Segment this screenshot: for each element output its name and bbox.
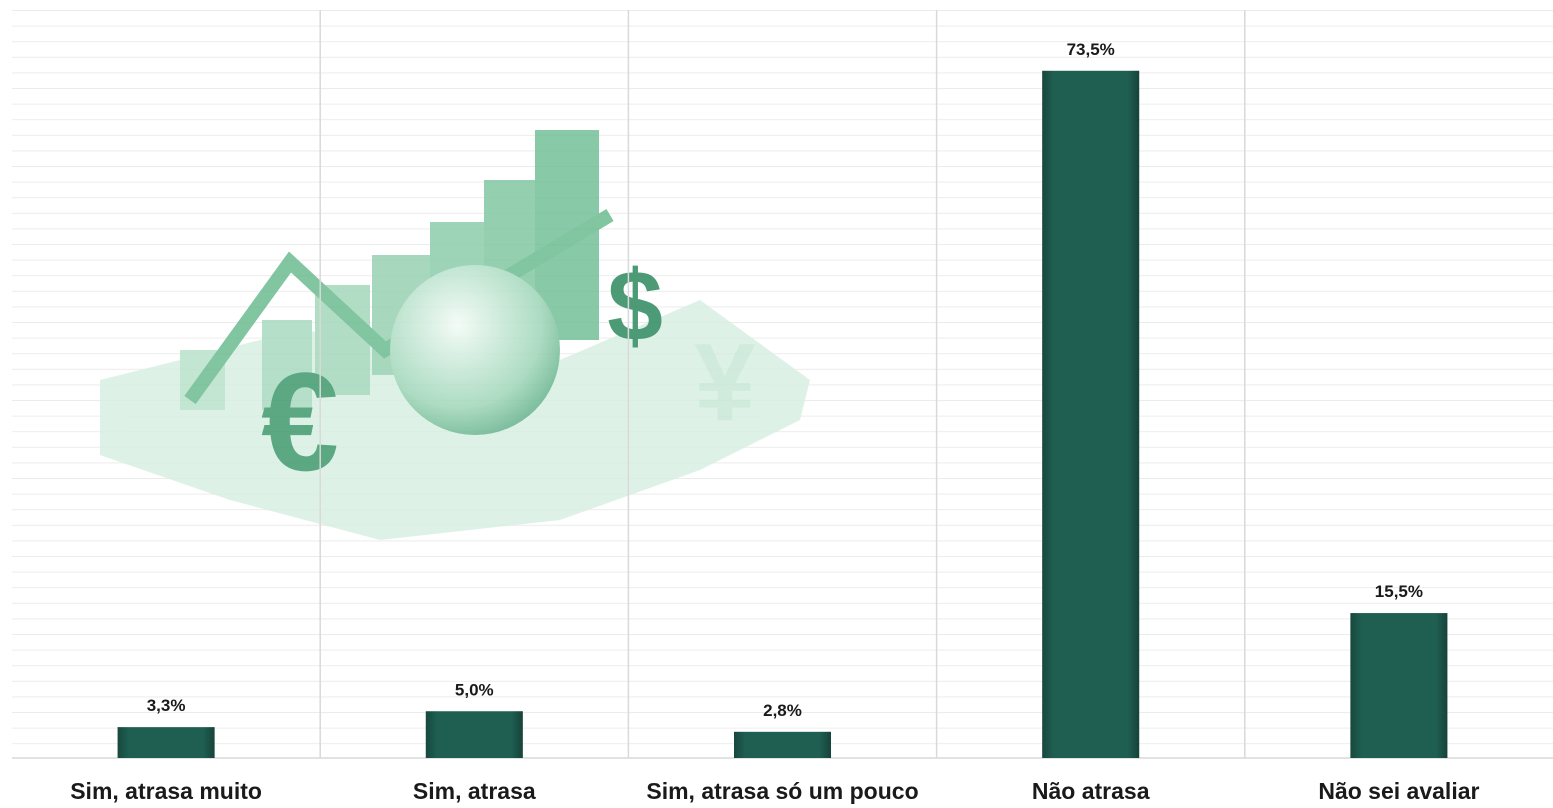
bar-shade xyxy=(117,727,215,758)
value-label: 73,5% xyxy=(1067,40,1115,59)
value-label: 3,3% xyxy=(147,696,186,715)
bar-shade xyxy=(425,711,523,758)
bar-shade xyxy=(1042,70,1140,758)
x-tick-label: Sim, atrasa muito xyxy=(70,778,262,804)
x-tick-label: Não atrasa xyxy=(1032,778,1150,804)
illustration: € $ ¥ xyxy=(100,130,810,540)
plot: Sim, atrasa muito 3,3% Sim, atrasa 5,0% Sim,… xyxy=(12,10,1553,804)
dollar-icon: $ xyxy=(607,250,663,362)
bar-shade xyxy=(734,731,831,758)
value-label: 15,5% xyxy=(1375,582,1423,601)
x-tick-label: Sim, atrasa xyxy=(413,778,536,804)
x-tick-label: Sim, atrasa só um pouco xyxy=(646,778,918,804)
bar-shade xyxy=(1350,613,1448,758)
x-tick-label: Não sei avaliar xyxy=(1318,778,1479,804)
euro-icon: € xyxy=(261,343,339,500)
value-label: 2,8% xyxy=(763,701,802,720)
value-label: 5,0% xyxy=(455,680,494,699)
yen-icon: ¥ xyxy=(694,321,755,444)
